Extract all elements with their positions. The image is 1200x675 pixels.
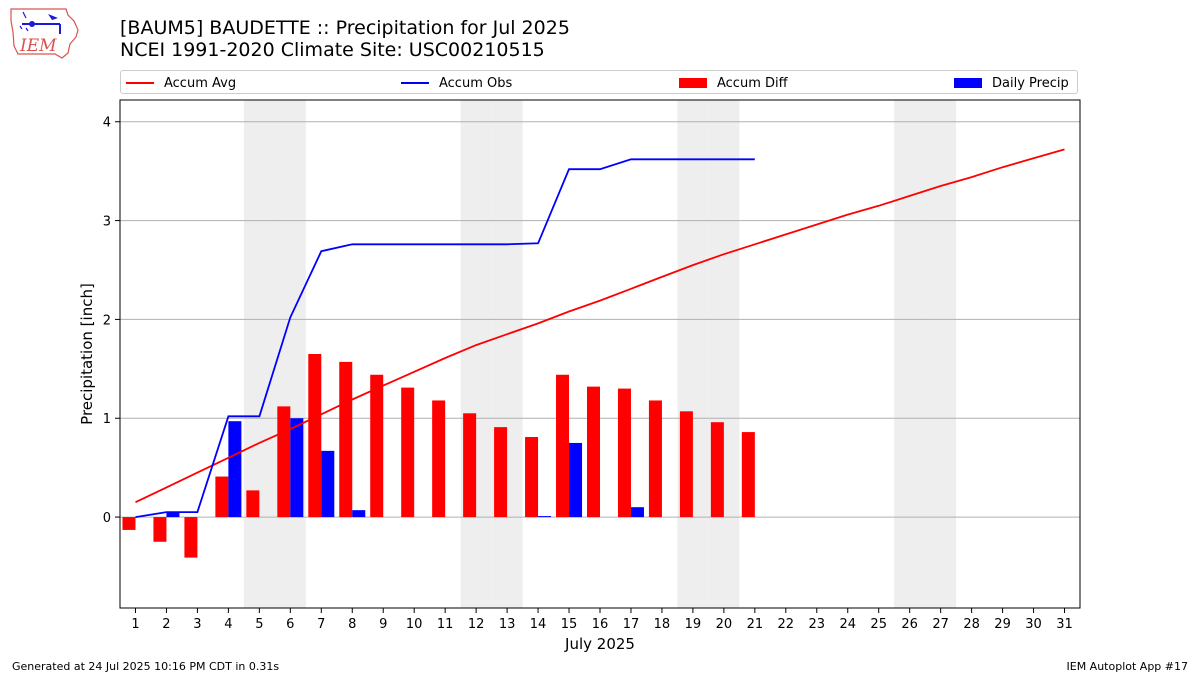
accum-diff-bar [153, 517, 167, 542]
legend-label-accum-avg: Accum Avg [164, 75, 237, 91]
accum-diff-bar [525, 437, 539, 518]
accum-diff-bar [370, 374, 384, 518]
accum-diff-bar [339, 361, 353, 518]
accum-diff-bar [184, 517, 198, 558]
x-tick-label: 11 [437, 617, 454, 632]
legend-swatch-accum-obs [401, 82, 429, 84]
legend-item-accum-diff: Accum Diff [679, 74, 788, 92]
legend-item-accum-obs: Accum Obs [401, 74, 512, 92]
legend-label-accum-obs: Accum Obs [439, 75, 513, 91]
legend-item-accum-avg: Accum Avg [126, 74, 236, 92]
accum-diff-bar [679, 411, 693, 518]
daily-precip-bar [290, 418, 304, 518]
daily-precip-bar [352, 510, 366, 518]
accum-diff-bar [648, 400, 662, 518]
x-tick-label: 7 [317, 617, 325, 632]
weekend-shade [925, 100, 957, 608]
chart-title: [BAUM5] BAUDETTE :: Precipitation for Ju… [120, 17, 570, 39]
x-tick-label: 30 [1025, 617, 1042, 632]
accum-diff-bar [432, 400, 446, 518]
y-tick-label: 3 [103, 215, 111, 230]
daily-precip-bar [166, 512, 180, 518]
y-tick-label: 1 [103, 412, 111, 427]
x-tick-label: 12 [468, 617, 485, 632]
x-tick-label: 4 [224, 617, 232, 632]
y-axis-label: Precipitation [inch] [78, 283, 96, 425]
x-tick-label: 6 [286, 617, 294, 632]
x-tick-label: 29 [994, 617, 1011, 632]
chart-subtitle: NCEI 1991-2020 Climate Site: USC00210515 [120, 39, 545, 61]
x-tick-label: 23 [809, 617, 826, 632]
accum-diff-bar [710, 422, 724, 518]
x-tick-label: 2 [162, 617, 170, 632]
daily-precip-bar [321, 450, 335, 518]
x-tick-label: 25 [870, 617, 887, 632]
y-tick-label: 2 [103, 313, 111, 328]
daily-precip-bar [569, 442, 583, 518]
x-tick-label: 31 [1056, 617, 1073, 632]
legend-swatch-accum-diff [679, 78, 707, 88]
weekend-shade [677, 100, 709, 608]
accum-diff-bar [122, 517, 136, 530]
x-tick-label: 20 [716, 617, 733, 632]
legend-label-daily-precip: Daily Precip [992, 75, 1069, 91]
x-tick-label: 27 [932, 617, 949, 632]
iem-logo: IEM [10, 8, 79, 59]
x-tick-label: 10 [406, 617, 423, 632]
accum-diff-bar [277, 406, 291, 518]
accum-diff-bar [586, 386, 600, 518]
x-tick-label: 15 [561, 617, 578, 632]
x-tick-label: 5 [255, 617, 263, 632]
accum-diff-bar [215, 476, 229, 518]
accum-diff-bar [741, 432, 755, 518]
daily-precip-bar [228, 421, 242, 518]
weekend-shade [274, 100, 306, 608]
accum-diff-bar [401, 387, 415, 518]
x-tick-label: 24 [839, 617, 856, 632]
legend-swatch-daily-precip [954, 78, 982, 88]
x-tick-label: 8 [348, 617, 356, 632]
x-tick-label: 21 [747, 617, 764, 632]
weekend-shade [491, 100, 523, 608]
x-tick-label: 1 [131, 617, 139, 632]
x-tick-label: 18 [654, 617, 671, 632]
weekend-shade [243, 100, 275, 608]
chart-legend: Accum Avg Accum Obs Accum Diff Daily Pre… [120, 70, 1078, 94]
x-tick-label: 9 [379, 617, 387, 632]
daily-precip-bar [630, 507, 644, 518]
x-tick-label: 22 [778, 617, 795, 632]
weekend-shade [460, 100, 492, 608]
daily-precip-bar [538, 516, 552, 518]
y-tick-label: 4 [103, 116, 111, 131]
iowa-state-outline [10, 8, 79, 59]
generated-timestamp: Generated at 24 Jul 2025 10:16 PM CDT in… [12, 660, 280, 673]
y-tick-label: 0 [103, 511, 111, 526]
weekend-shade [708, 100, 740, 608]
legend-swatch-accum-avg [126, 82, 154, 84]
weekend-shade [894, 100, 926, 608]
app-label: IEM Autoplot App #17 [1066, 660, 1189, 673]
accum-diff-bar [463, 413, 477, 518]
x-tick-label: 17 [623, 617, 640, 632]
accum-obs-line [135, 158, 755, 518]
accum-diff-bar [308, 354, 322, 518]
x-axis-label: July 2025 [564, 635, 635, 653]
x-tick-label: 26 [901, 617, 918, 632]
x-tick-label: 19 [685, 617, 702, 632]
x-tick-label: 13 [499, 617, 516, 632]
x-tick-label: 3 [193, 617, 201, 632]
accum-avg-line [135, 148, 1065, 504]
accum-diff-bar [556, 374, 570, 518]
accum-diff-bar [246, 490, 260, 518]
x-tick-label: 28 [963, 617, 980, 632]
legend-label-accum-diff: Accum Diff [717, 75, 788, 91]
legend-item-daily-precip: Daily Precip [954, 74, 1069, 92]
x-tick-label: 16 [592, 617, 609, 632]
logo-text: IEM [19, 36, 57, 56]
accum-diff-bar [617, 388, 631, 518]
rain-gauge-icon [29, 21, 35, 27]
x-tick-label: 14 [530, 617, 547, 632]
accum-diff-bar [494, 427, 508, 518]
